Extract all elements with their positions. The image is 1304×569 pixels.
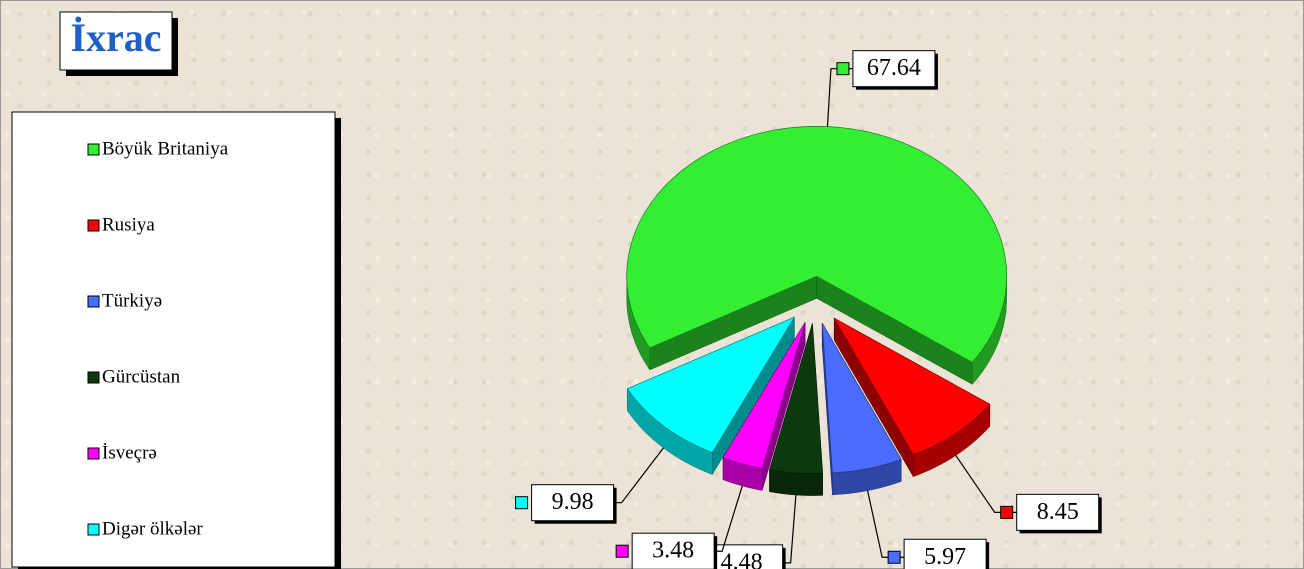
label-box [631, 532, 715, 569]
legend-label: Gürcüstan [102, 366, 181, 387]
label-swatch [836, 62, 850, 76]
legend-label: Böyük Britaniya [102, 138, 229, 159]
label-box [531, 484, 615, 522]
label-swatch [615, 544, 629, 558]
label-box [1016, 493, 1100, 531]
slice [833, 317, 991, 456]
legend-label: Rusiya [102, 214, 155, 235]
legend-swatch [87, 219, 100, 232]
label-swatch [1000, 505, 1014, 519]
slice [769, 323, 823, 474]
legend-box [11, 111, 336, 568]
legend-swatch [87, 447, 100, 460]
slice [821, 322, 902, 474]
legend-swatch [87, 295, 100, 308]
legend-swatch [87, 523, 100, 536]
slice [626, 126, 1008, 363]
title-box [59, 11, 173, 71]
label-box [903, 538, 987, 569]
slice [722, 322, 806, 469]
leader-line [826, 68, 853, 127]
slice [626, 316, 796, 453]
legend-swatch [87, 143, 100, 156]
leader-line [613, 447, 664, 504]
legend-label: Türkiyə [102, 290, 162, 311]
data-label: 4.48 [721, 549, 763, 569]
data-label: 9.98 [552, 489, 594, 515]
leader-line [714, 485, 743, 552]
chart-title: İxrac [70, 15, 161, 60]
legend-label: İsveçrə [102, 442, 157, 463]
label-box [852, 50, 936, 88]
legend-label: Digər ölkələr [102, 518, 203, 539]
legend-swatch [87, 371, 100, 384]
label-swatch [515, 496, 529, 510]
leader-line [955, 455, 1017, 513]
data-label: 5.97 [924, 544, 966, 569]
data-label: 67.64 [867, 55, 921, 81]
label-swatch [887, 550, 901, 564]
data-label: 3.48 [652, 538, 694, 564]
data-label: 8.45 [1037, 499, 1079, 525]
leader-line [867, 490, 905, 558]
